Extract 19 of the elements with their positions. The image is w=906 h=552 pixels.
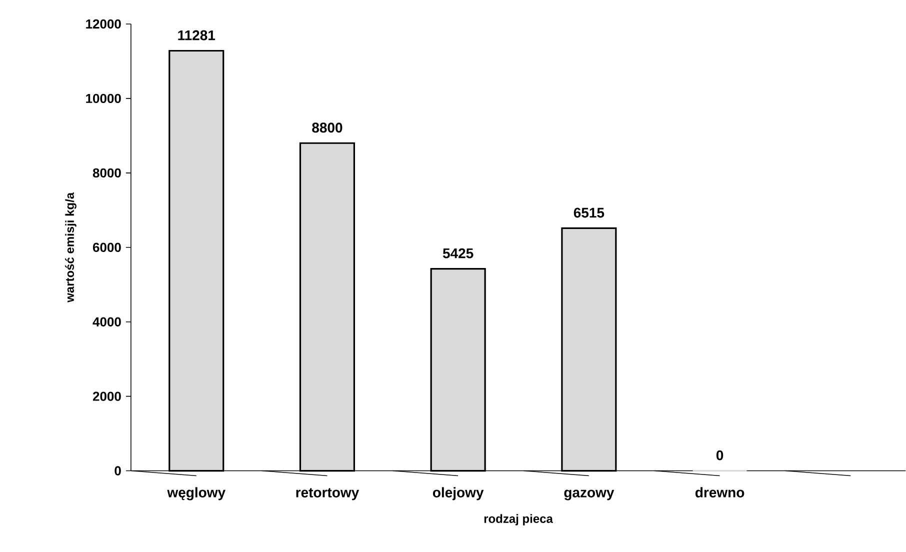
- y-tick-label: 6000: [92, 242, 121, 252]
- data-label: 5425: [442, 248, 474, 258]
- x-tick-label: węglowy: [167, 487, 226, 500]
- x-tick-label: retortowy: [296, 488, 360, 500]
- y-tick-label: 4000: [92, 317, 121, 327]
- y-tick-label: 8000: [92, 168, 121, 178]
- y-tick-label: 10000: [86, 94, 121, 104]
- x-axis-title: rodzaj pieca: [484, 514, 553, 526]
- data-label: 11281: [178, 30, 216, 40]
- y-tick-label: 12000: [86, 20, 121, 29]
- y-tick-label: 2000: [92, 392, 121, 402]
- y-axis-title: wartość emisji kg/a: [65, 192, 76, 303]
- x-tick-label: drewno: [695, 487, 744, 498]
- y-tick-label: 0: [114, 466, 121, 476]
- x-tick-label: gazowy: [564, 490, 614, 500]
- x-tick-label: olejowy: [432, 487, 484, 500]
- data-label: 8800: [312, 122, 342, 133]
- data-label: 6515: [574, 208, 604, 218]
- data-label: 0: [716, 450, 724, 460]
